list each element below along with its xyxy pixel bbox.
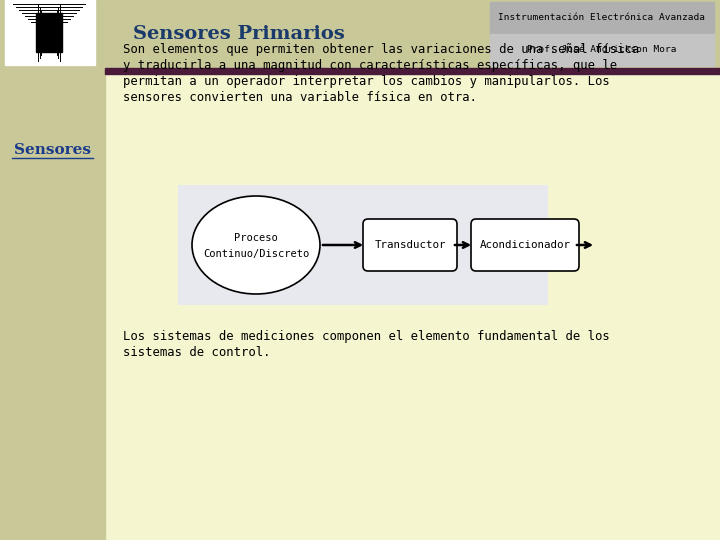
Bar [36, 13, 62, 52]
Text: Instrumentación Electrónica Avanzada: Instrumentación Electrónica Avanzada [498, 14, 706, 23]
Text: Son elementos que permiten obtener las variaciones de una señal física: Son elementos que permiten obtener las v… [123, 43, 639, 56]
Bar [0, 68, 105, 540]
Bar [490, 2, 714, 34]
Text: Sensores Primarios: Sensores Primarios [133, 25, 345, 43]
Bar [105, 68, 720, 74]
FancyBboxPatch shape [363, 219, 457, 271]
Text: Continuo/Discreto: Continuo/Discreto [203, 249, 309, 259]
Bar [178, 185, 548, 305]
Text: Transductor: Transductor [374, 240, 446, 250]
Text: permitan a un operador interpretar los cambios y manipularlos. Los: permitan a un operador interpretar los c… [123, 75, 610, 88]
Text: sistemas de control.: sistemas de control. [123, 346, 271, 359]
Text: Los sistemas de mediciones componen el elemento fundamental de los: Los sistemas de mediciones componen el e… [123, 330, 610, 343]
Bar [5, 0, 95, 65]
Bar [490, 34, 714, 66]
Text: Sensores: Sensores [14, 143, 91, 157]
FancyBboxPatch shape [471, 219, 579, 271]
Text: y traducirla a una magnitud con características específicas, que le: y traducirla a una magnitud con caracter… [123, 59, 617, 72]
Text: Proceso: Proceso [234, 233, 278, 243]
Text: Prof. José Andrickson Mora: Prof. José Andrickson Mora [527, 45, 677, 55]
Bar [0, 0, 720, 68]
Text: Acondicionador: Acondicionador [480, 240, 570, 250]
Ellipse shape [192, 196, 320, 294]
Text: sensores convierten una variable física en otra.: sensores convierten una variable física … [123, 91, 477, 104]
